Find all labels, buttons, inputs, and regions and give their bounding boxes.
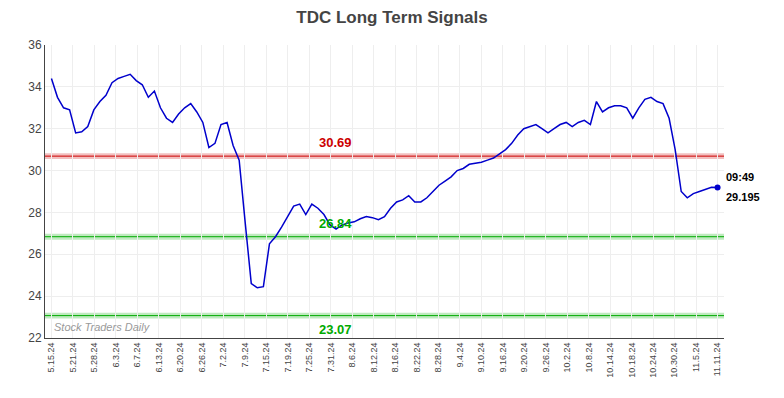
svg-text:22: 22 — [28, 331, 42, 345]
svg-text:28: 28 — [28, 206, 42, 220]
svg-text:23.07: 23.07 — [319, 322, 352, 337]
svg-text:6.7.24: 6.7.24 — [132, 343, 142, 368]
svg-text:7.31.24: 7.31.24 — [326, 343, 336, 373]
svg-text:29.195: 29.195 — [726, 191, 760, 203]
svg-text:34: 34 — [28, 80, 42, 94]
svg-text:5.15.24: 5.15.24 — [46, 343, 56, 373]
svg-text:6.20.24: 6.20.24 — [175, 343, 185, 373]
svg-text:26.84: 26.84 — [319, 216, 352, 231]
svg-text:TDC Long Term Signals: TDC Long Term Signals — [296, 8, 487, 27]
svg-text:7.15.24: 7.15.24 — [261, 343, 271, 373]
svg-text:9.10.24: 9.10.24 — [476, 343, 486, 373]
svg-text:7.2.24: 7.2.24 — [218, 343, 228, 368]
svg-text:7.25.24: 7.25.24 — [304, 343, 314, 373]
svg-text:10.18.24: 10.18.24 — [627, 343, 637, 378]
svg-text:Stock Traders Daily: Stock Traders Daily — [54, 321, 151, 333]
svg-text:9.26.24: 9.26.24 — [541, 343, 551, 373]
svg-text:5.21.24: 5.21.24 — [68, 343, 78, 373]
svg-text:10.14.24: 10.14.24 — [605, 343, 615, 378]
svg-text:6.13.24: 6.13.24 — [154, 343, 164, 373]
svg-text:8.12.24: 8.12.24 — [369, 343, 379, 373]
svg-text:9.4.24: 9.4.24 — [455, 343, 465, 368]
svg-text:11.11.24: 11.11.24 — [712, 343, 722, 377]
svg-text:7.19.24: 7.19.24 — [283, 343, 293, 373]
svg-text:10.8.24: 10.8.24 — [584, 343, 594, 373]
svg-text:09:49: 09:49 — [726, 171, 754, 183]
svg-text:8.6.24: 8.6.24 — [347, 343, 357, 368]
svg-text:10.24.24: 10.24.24 — [648, 343, 658, 378]
svg-text:9.20.24: 9.20.24 — [519, 343, 529, 373]
svg-text:11.5.24: 11.5.24 — [691, 343, 701, 372]
svg-text:26: 26 — [28, 247, 42, 261]
svg-text:10.2.24: 10.2.24 — [562, 343, 572, 373]
svg-text:8.16.24: 8.16.24 — [390, 343, 400, 373]
svg-text:30.69: 30.69 — [319, 135, 352, 150]
svg-text:8.28.24: 8.28.24 — [433, 343, 443, 373]
svg-text:6.26.24: 6.26.24 — [197, 343, 207, 373]
svg-text:10.30.24: 10.30.24 — [670, 343, 680, 378]
svg-text:7.9.24: 7.9.24 — [240, 343, 250, 368]
svg-text:8.22.24: 8.22.24 — [412, 343, 422, 373]
svg-text:24: 24 — [28, 289, 42, 303]
svg-text:6.3.24: 6.3.24 — [111, 343, 121, 368]
svg-text:32: 32 — [28, 122, 42, 136]
svg-text:5.28.24: 5.28.24 — [89, 343, 99, 373]
svg-text:9.16.24: 9.16.24 — [498, 343, 508, 373]
svg-text:36: 36 — [28, 38, 42, 52]
svg-text:30: 30 — [28, 164, 42, 178]
